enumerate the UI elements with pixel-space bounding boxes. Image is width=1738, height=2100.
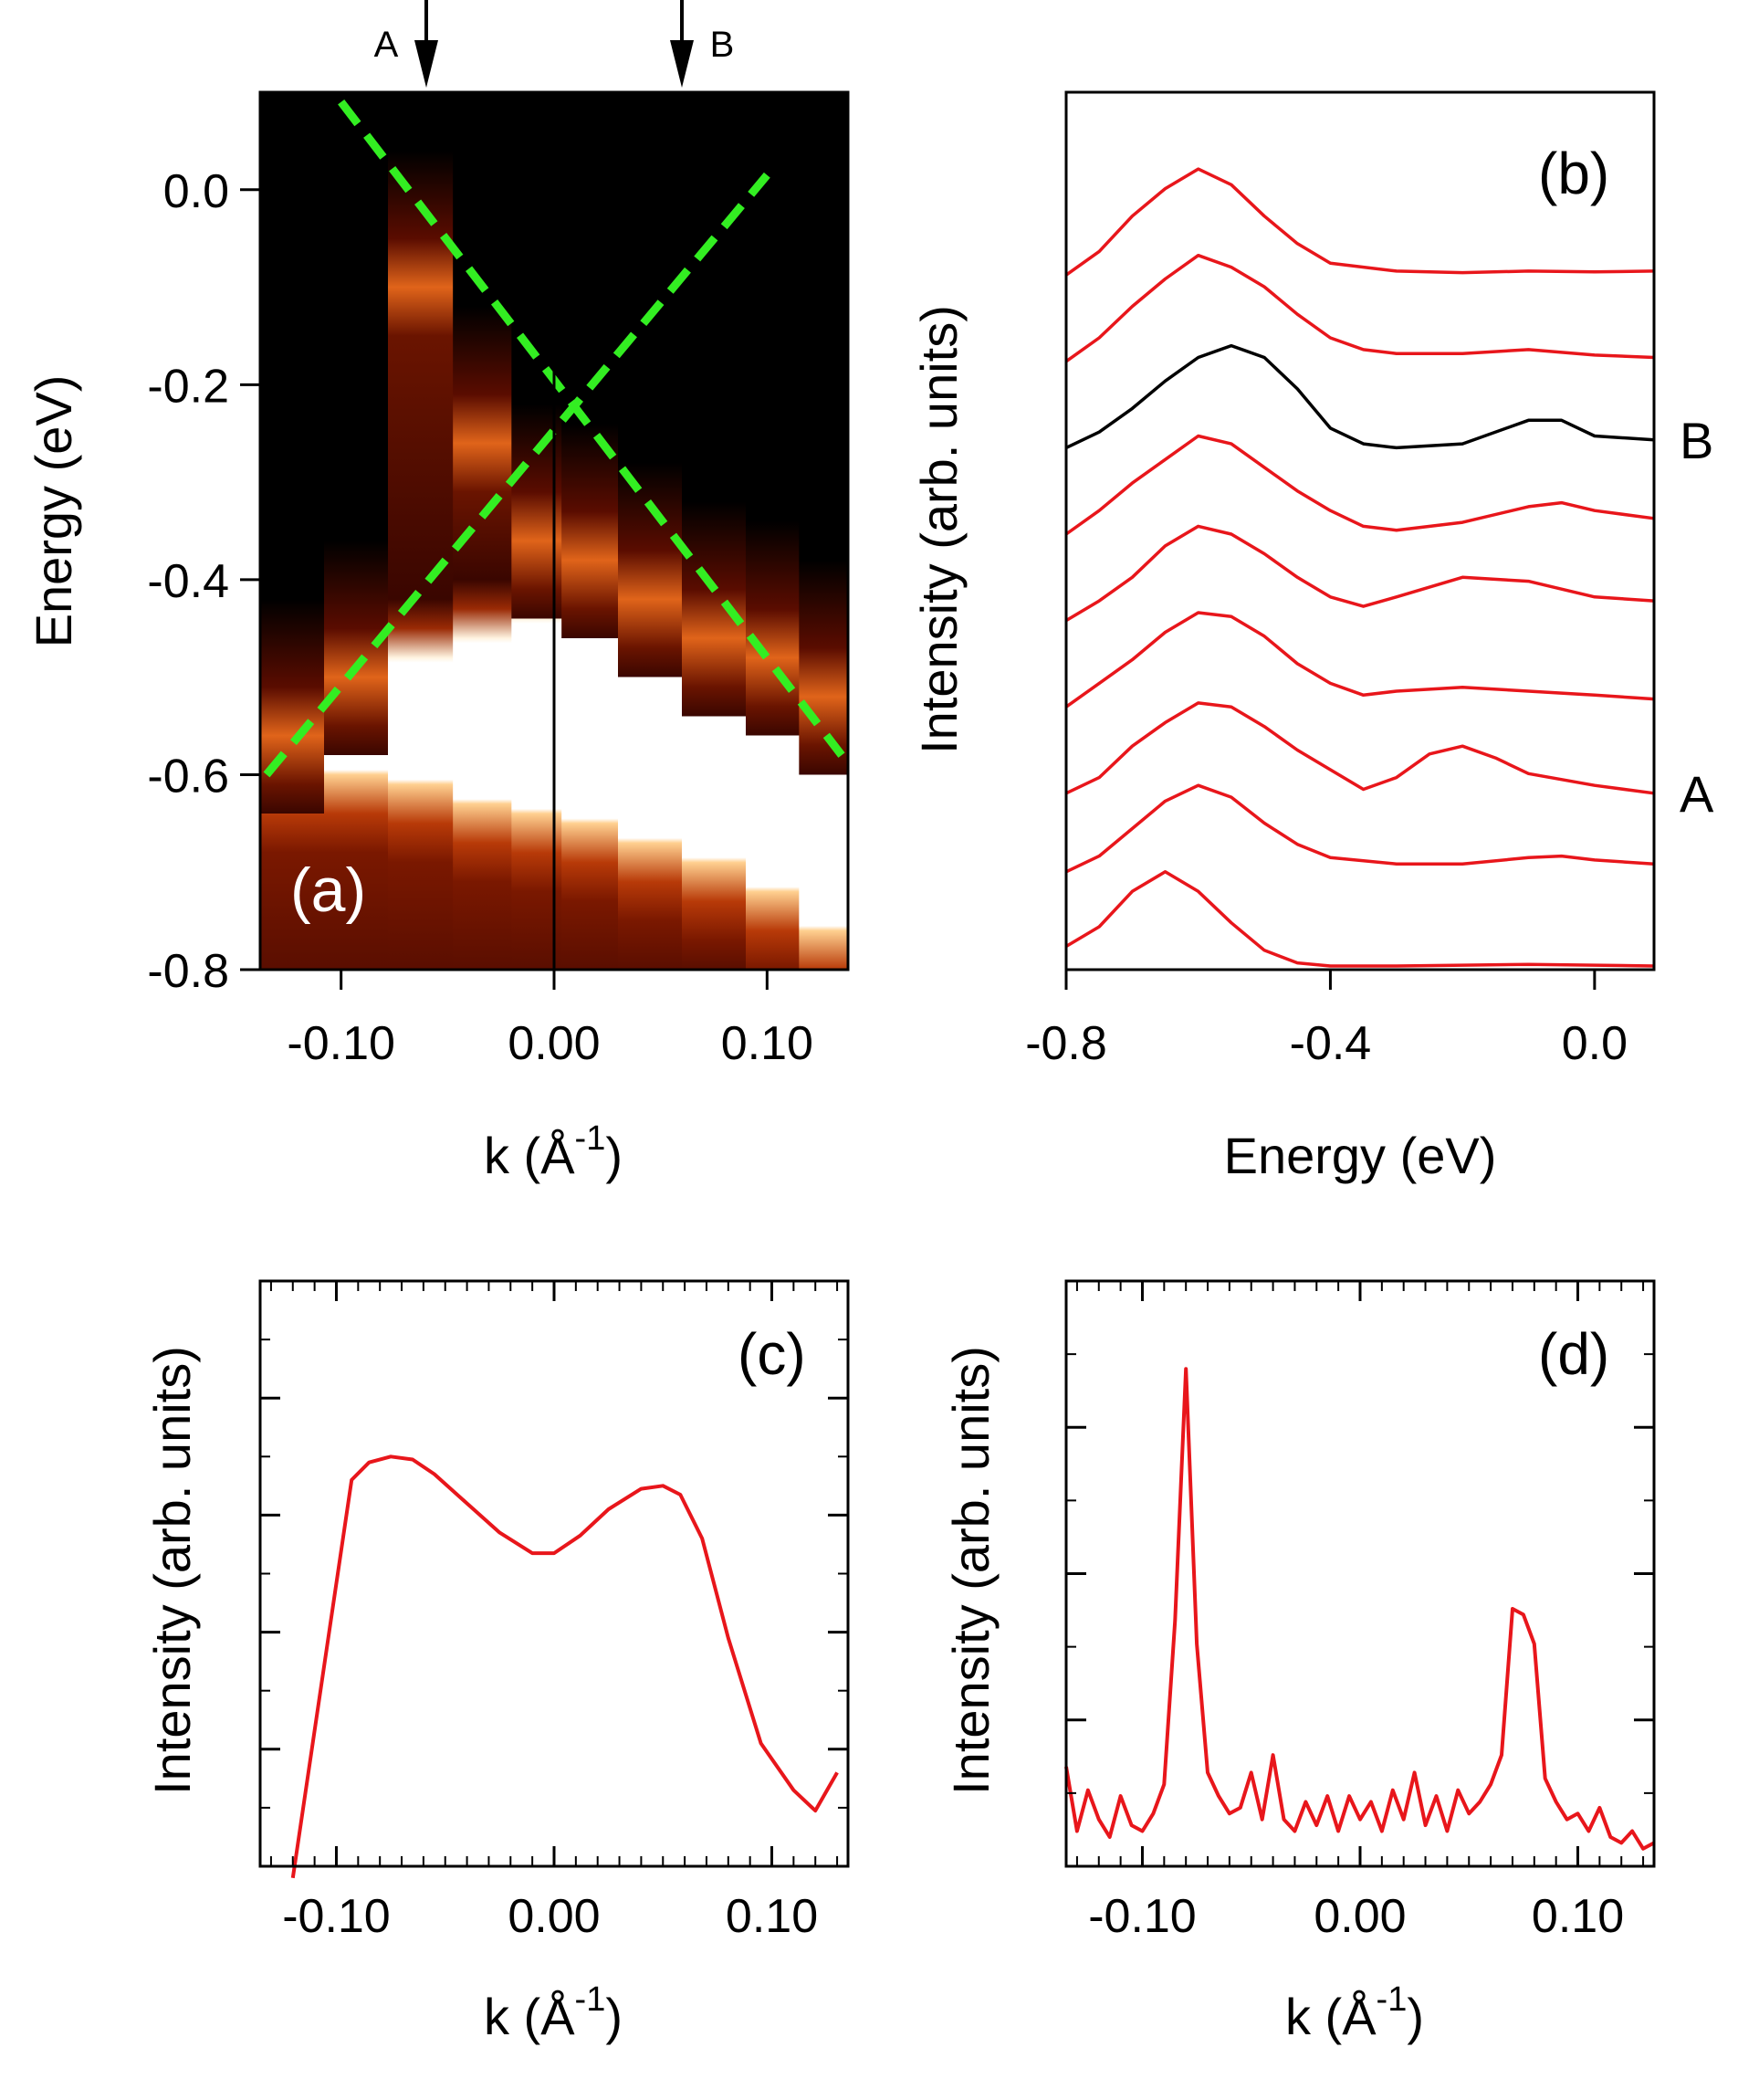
x-tick-label: 0.10 bbox=[726, 1890, 818, 1943]
mdc-curve-c bbox=[290, 1454, 839, 1879]
y-ticks-a: 0.0 -0.2 -0.4 -0.6 -0.8 bbox=[147, 165, 260, 998]
panel-b: -0.8 -0.4 0.0 BA (b) Intensity (arb. units… bbox=[910, 90, 1714, 1184]
panel-label-b: (b) bbox=[1538, 141, 1609, 206]
y-axis-label-b: Intensity (arb. units) bbox=[910, 305, 968, 754]
plot-frame-b bbox=[1064, 90, 1656, 971]
x-tick-label: 0.10 bbox=[721, 1017, 813, 1070]
mdc-curve bbox=[1064, 1367, 1655, 1851]
heatmap-column bbox=[682, 92, 747, 970]
heatmap-column bbox=[388, 92, 454, 970]
y-tick-label: 0.0 bbox=[163, 165, 229, 218]
mdc-curve bbox=[290, 1454, 839, 1879]
edc-curve bbox=[1065, 870, 1655, 968]
edc-curve bbox=[1064, 434, 1655, 536]
ticks-c: -0.10 0.00 0.10 bbox=[260, 1281, 848, 1943]
marker-label: B bbox=[710, 25, 735, 65]
heatmap-column bbox=[324, 92, 389, 970]
curve-labels-b: BA bbox=[1680, 412, 1714, 823]
heatmap-column bbox=[453, 92, 512, 970]
y-tick-label: -0.2 bbox=[147, 360, 229, 413]
y-axis-label-c: Intensity (arb. units) bbox=[143, 1346, 201, 1795]
x-ticks-b: -0.8 -0.4 0.0 bbox=[1025, 970, 1628, 1070]
x-tick-label: -0.8 bbox=[1025, 1017, 1107, 1070]
edc-curve bbox=[1064, 611, 1655, 709]
edc-curve bbox=[1065, 524, 1655, 623]
x-ticks-a: -0.10 0.00 0.10 bbox=[287, 970, 813, 1070]
panel-label-d: (d) bbox=[1538, 1321, 1609, 1387]
edc-curve bbox=[1065, 701, 1655, 795]
y-tick-label: -0.4 bbox=[147, 555, 229, 608]
x-tick-label: 0.00 bbox=[508, 1890, 600, 1943]
x-axis-label-d-main: k (Å bbox=[1285, 1988, 1377, 2045]
x-axis-label-c-exp: -1 bbox=[575, 1980, 606, 2019]
curve-label: B bbox=[1680, 412, 1713, 469]
edc-curves bbox=[1064, 167, 1655, 968]
heatmap-column bbox=[746, 92, 800, 970]
x-tick-label: -0.4 bbox=[1290, 1017, 1372, 1070]
marker-arrow-head bbox=[670, 40, 694, 88]
x-tick-label: -0.10 bbox=[287, 1017, 395, 1070]
x-tick-label: 0.0 bbox=[1562, 1017, 1628, 1070]
marker-arrow-head bbox=[414, 40, 438, 88]
panel-d: -0.10 0.00 0.10 (d) Intensity (arb. units)… bbox=[942, 1279, 1656, 2045]
panel-label-c: (c) bbox=[738, 1321, 806, 1387]
x-tick-label: 0.00 bbox=[508, 1017, 600, 1070]
panel-c: -0.10 0.00 0.10 (c) Intensity (arb. units)… bbox=[143, 1279, 850, 2045]
edc-curve bbox=[1064, 167, 1655, 277]
x-axis-label-a-exp: -1 bbox=[575, 1119, 606, 1158]
marker-label: A bbox=[374, 25, 399, 65]
x-axis-label-a-main: k (Å bbox=[484, 1127, 575, 1184]
edc-curve bbox=[1065, 343, 1655, 450]
x-axis-label-d: k (Å-1) bbox=[1285, 1980, 1424, 2045]
x-axis-label-a-close: ) bbox=[605, 1127, 623, 1184]
x-axis-label-b: Energy (eV) bbox=[1224, 1127, 1497, 1184]
x-axis-label-d-close: ) bbox=[1407, 1988, 1424, 2045]
x-axis-label-c: k (Å-1) bbox=[484, 1980, 623, 2045]
y-axis-label-d: Intensity (arb. units) bbox=[942, 1346, 1000, 1795]
heatmap-column bbox=[618, 92, 683, 970]
dashed-dispersion-line bbox=[263, 172, 770, 778]
x-axis-label-a: k (Å-1) bbox=[484, 1119, 623, 1184]
heatmap-column bbox=[260, 92, 325, 970]
y-tick-label: -0.8 bbox=[147, 945, 229, 998]
x-tick-label: 0.10 bbox=[1532, 1890, 1624, 1943]
panel-label-a: (a) bbox=[290, 856, 366, 925]
y-tick-label: -0.6 bbox=[147, 750, 229, 803]
y-axis-label-a: Energy (eV) bbox=[25, 375, 82, 648]
edc-curve bbox=[1064, 253, 1655, 363]
dashed-lines bbox=[263, 99, 845, 778]
x-axis-label-d-exp: -1 bbox=[1377, 1980, 1408, 2019]
dashed-dispersion-line bbox=[338, 99, 845, 758]
x-axis-label-c-main: k (Å bbox=[484, 1988, 575, 2045]
x-tick-label: -0.10 bbox=[282, 1890, 391, 1943]
x-tick-label: 0.00 bbox=[1314, 1890, 1406, 1943]
heatmap-column bbox=[561, 92, 619, 970]
edc-curve bbox=[1065, 783, 1655, 874]
curve-label: A bbox=[1680, 765, 1714, 823]
heatmap-column bbox=[799, 92, 849, 970]
x-tick-label: -0.10 bbox=[1088, 1890, 1197, 1943]
ticks-d: -0.10 0.00 0.10 bbox=[1066, 1281, 1654, 1943]
mdc-curve-d bbox=[1064, 1367, 1655, 1851]
x-axis-label-c-close: ) bbox=[605, 1988, 623, 2045]
